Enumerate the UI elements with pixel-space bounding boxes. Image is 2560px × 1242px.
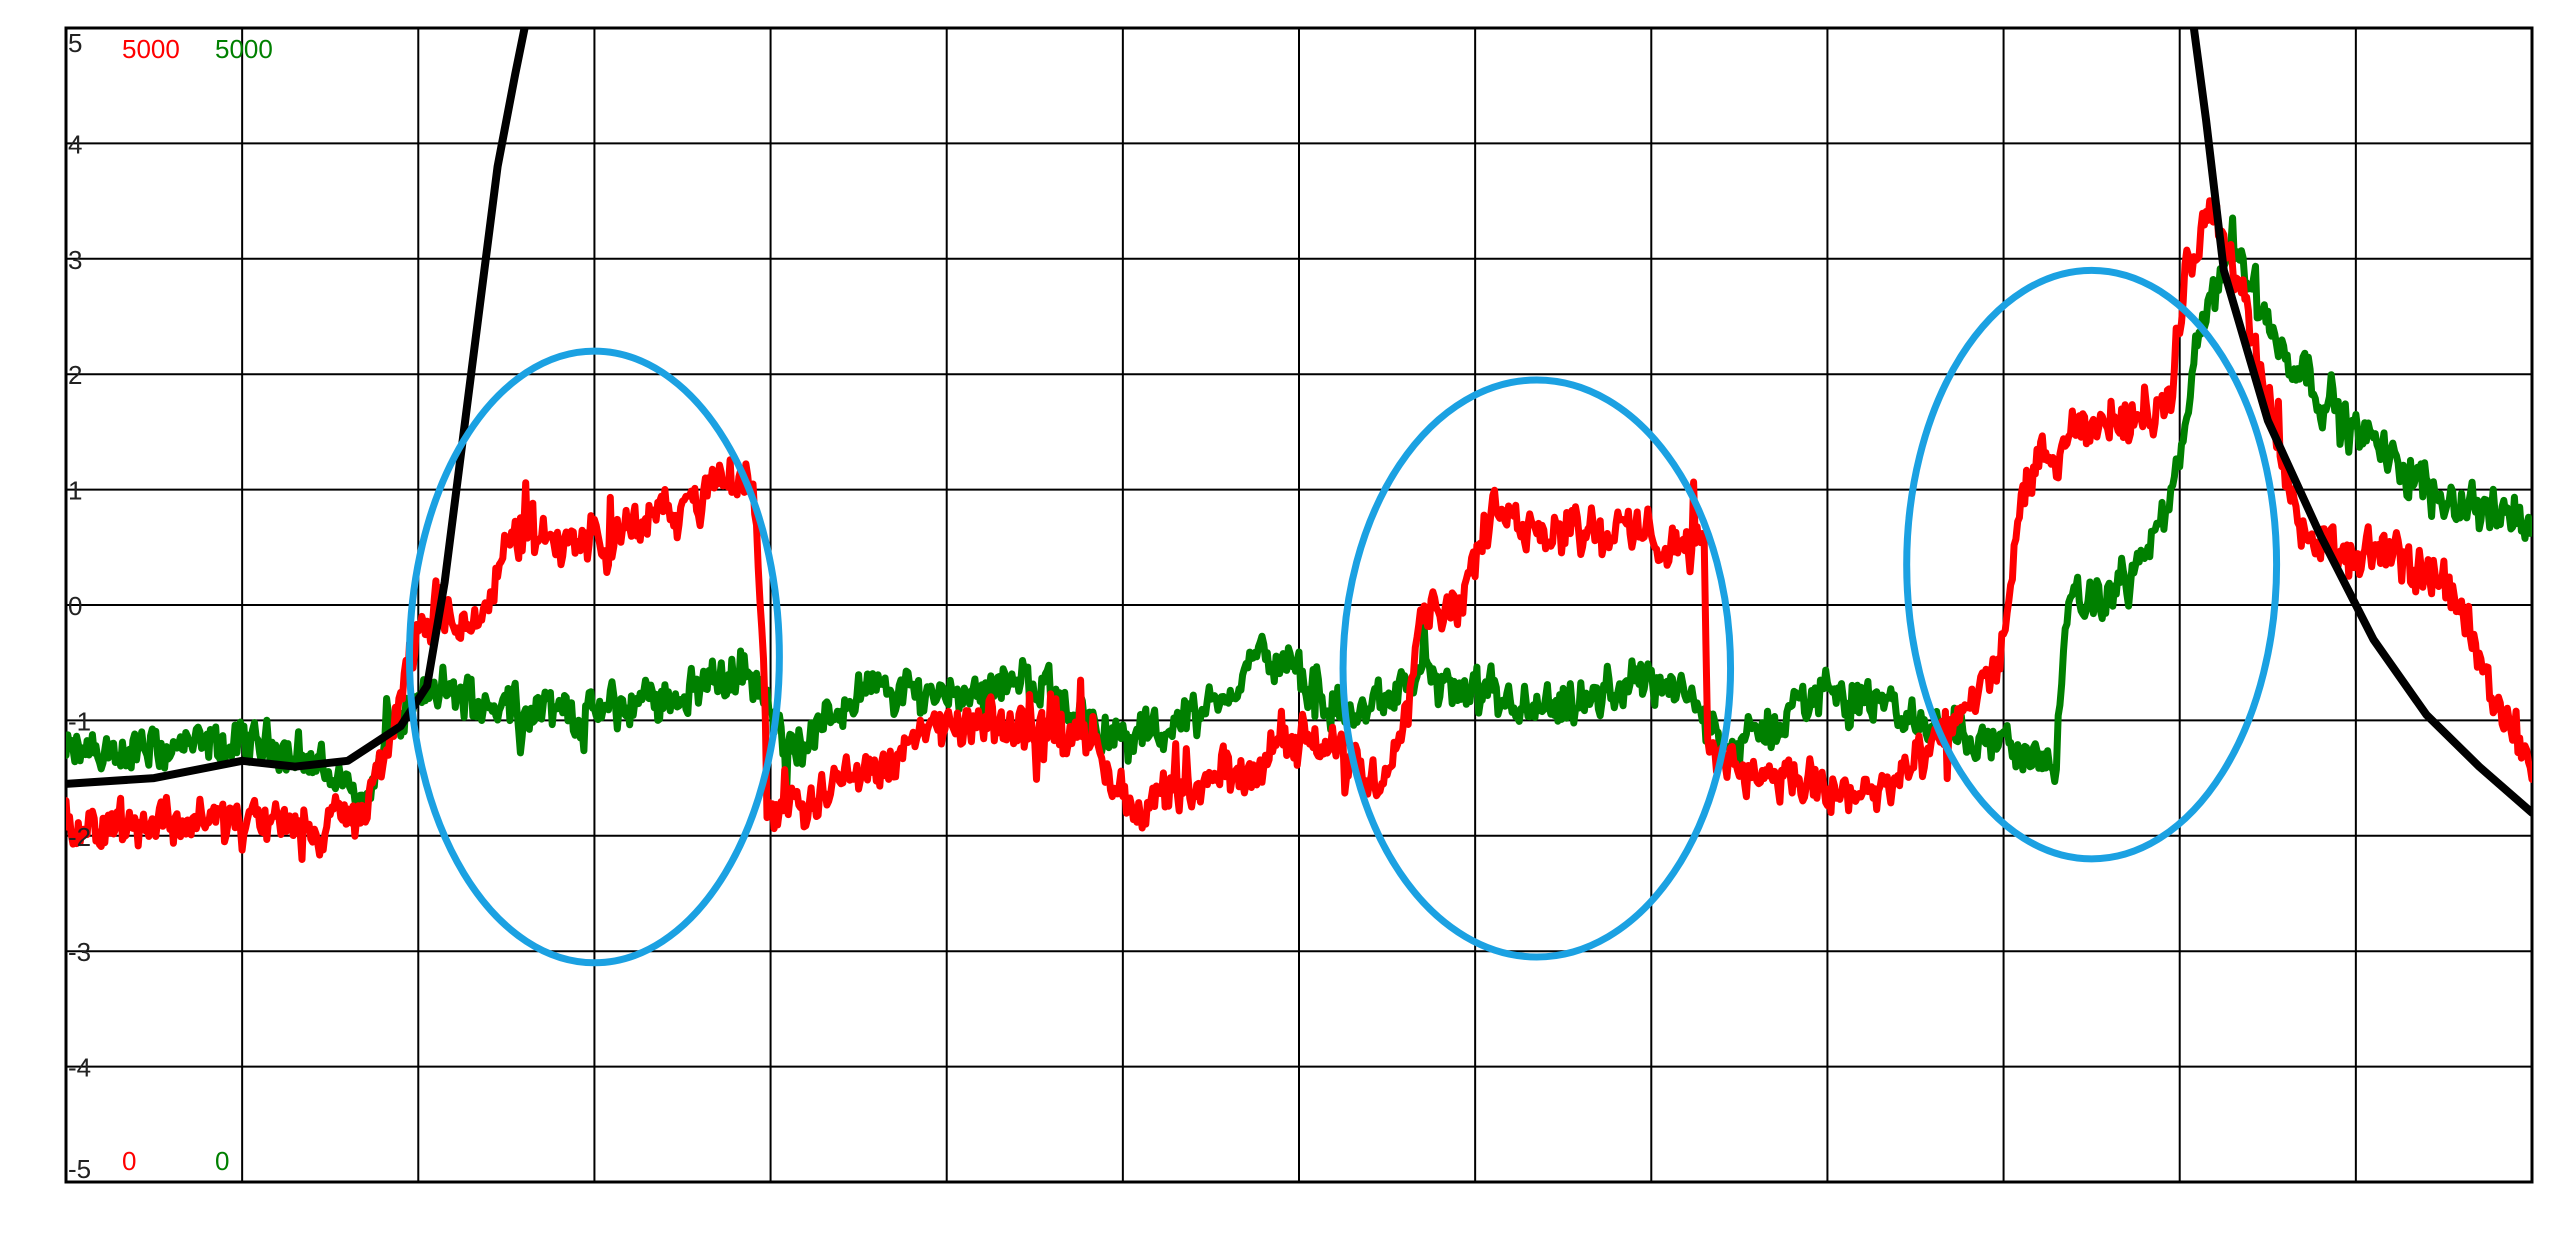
green-min-label: 0: [215, 1146, 229, 1176]
y-tick-label: 0: [68, 591, 82, 621]
red-max-label: 5000: [122, 34, 180, 64]
green-series-line: [66, 214, 2532, 819]
y-tick-label: 1: [68, 476, 82, 506]
plot-frame: [64, 26, 2534, 1184]
black-series-line: [66, 28, 2532, 817]
scale-labels: 5000 5000 0 0: [122, 34, 273, 1176]
grid-lines: [64, 26, 2534, 1184]
axis-layer: 5 4 3 2 1 0 -1 -2 -3 -4 -5: [68, 28, 91, 1184]
y-tick-label: 3: [68, 245, 82, 275]
red-series-line: [66, 197, 2532, 863]
y-tick-label: 2: [68, 360, 82, 390]
y-tick-label: 5: [68, 28, 82, 58]
red-min-label: 0: [122, 1146, 136, 1176]
y-tick-label: -3: [68, 937, 91, 967]
series-layer: [66, 28, 2532, 863]
y-tick-label: -4: [68, 1053, 91, 1083]
highlight-ellipse: [405, 347, 783, 967]
y-tick-label: 4: [68, 129, 82, 159]
annotation-layer: [405, 266, 2281, 967]
y-tick-label: -1: [68, 706, 91, 736]
green-max-label: 5000: [215, 34, 273, 64]
highlight-ellipse: [1903, 266, 2281, 863]
highlight-ellipse: [1339, 376, 1735, 961]
y-tick-label: -2: [68, 822, 91, 852]
y-tick-label: -5: [68, 1154, 91, 1184]
